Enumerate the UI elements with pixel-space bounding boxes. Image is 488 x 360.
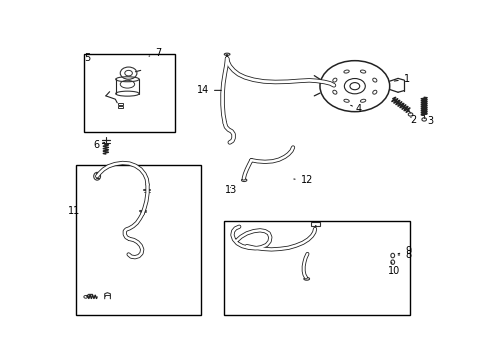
Text: 1: 1	[393, 74, 409, 84]
Text: 10: 10	[387, 262, 399, 276]
Bar	[311, 222, 319, 226]
Text: 4: 4	[350, 104, 361, 114]
Text: 6: 6	[94, 140, 104, 150]
Bar	[118, 103, 123, 105]
Text: 11: 11	[68, 206, 80, 216]
Text: 8: 8	[397, 250, 410, 260]
Bar	[118, 106, 123, 108]
Text: 13: 13	[224, 185, 237, 195]
Bar	[224, 221, 409, 315]
Text: 2: 2	[409, 115, 415, 125]
Text: 14: 14	[196, 85, 221, 95]
Bar	[76, 165, 201, 315]
Text: 5: 5	[84, 53, 91, 63]
Text: 3: 3	[427, 116, 432, 126]
Text: 9: 9	[397, 246, 410, 256]
Bar	[84, 54, 175, 132]
Text: 7: 7	[149, 48, 161, 58]
Text: 12: 12	[293, 175, 312, 185]
